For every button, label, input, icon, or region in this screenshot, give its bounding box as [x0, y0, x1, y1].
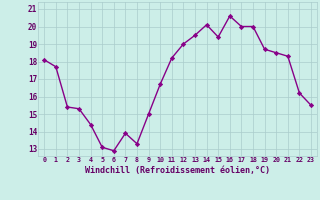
X-axis label: Windchill (Refroidissement éolien,°C): Windchill (Refroidissement éolien,°C): [85, 166, 270, 175]
